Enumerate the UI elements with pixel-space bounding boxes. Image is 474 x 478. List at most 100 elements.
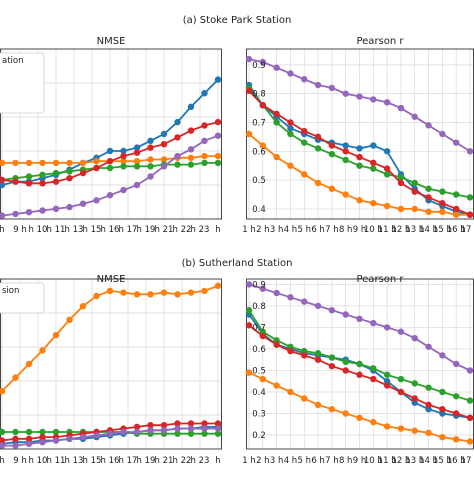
data-point-orange <box>439 433 446 441</box>
data-point-orange <box>187 289 195 296</box>
x-tick-label: h 15 <box>83 225 102 235</box>
x-tick-label: h 21 <box>155 456 174 466</box>
x-tick-label: h 22 <box>173 456 192 466</box>
data-point-orange <box>273 382 280 389</box>
data-point-purple <box>301 298 308 305</box>
data-point-green <box>25 173 33 180</box>
series-purple <box>245 55 474 155</box>
x-tick-label: 1 h <box>242 456 256 466</box>
x-tick-label: h 11 <box>47 456 66 466</box>
series-red <box>245 322 474 421</box>
chart-title: Pearson r <box>356 36 404 47</box>
data-point-purple <box>39 439 46 446</box>
data-point-purple <box>466 367 474 374</box>
data-point-orange <box>439 208 446 215</box>
data-point-red <box>273 341 280 348</box>
data-point-orange <box>370 199 377 207</box>
data-point-blue <box>214 76 222 83</box>
data-point-green <box>39 428 46 436</box>
data-point-purple <box>214 425 222 432</box>
data-point-purple <box>342 311 349 318</box>
data-point-blue <box>133 144 141 151</box>
data-point-purple <box>356 93 363 100</box>
data-point-red <box>214 118 222 126</box>
data-point-orange <box>411 205 418 213</box>
data-point-purple <box>106 430 114 437</box>
x-tick-label: h 13 <box>65 225 84 235</box>
data-point-purple <box>66 203 73 211</box>
data-point-blue <box>342 142 349 149</box>
y-tick-label: 0.8 <box>252 90 266 100</box>
data-point-green <box>466 397 474 404</box>
data-point-red <box>147 422 154 429</box>
data-point-green <box>147 163 154 170</box>
data-point-red <box>466 211 474 218</box>
caption-b: (b) Sutherland Station <box>182 258 293 269</box>
series-red <box>245 87 474 218</box>
x-tick-label: 8 h <box>339 456 353 466</box>
data-point-orange <box>259 375 267 383</box>
y-tick-label: 0.9 <box>252 61 266 71</box>
data-point-orange <box>133 291 141 298</box>
data-point-purple <box>245 281 253 288</box>
data-point-orange <box>79 159 87 167</box>
data-point-purple <box>52 205 60 212</box>
data-point-purple <box>452 139 460 146</box>
x-tick-label: 16 h <box>447 456 466 466</box>
data-point-red <box>301 352 308 359</box>
x-tick-label: 6 h <box>311 456 325 466</box>
x-tick-label: 11 h <box>378 225 397 235</box>
data-point-orange <box>245 369 253 376</box>
data-point-purple <box>287 294 294 301</box>
data-point-green <box>439 188 446 195</box>
data-point-purple <box>0 212 6 219</box>
data-point-red <box>452 205 460 213</box>
data-point-green <box>452 191 460 198</box>
x-tick-label: 9 h <box>353 456 367 466</box>
data-point-orange <box>259 142 267 149</box>
data-point-purple <box>160 427 168 434</box>
data-point-purple <box>214 132 222 139</box>
data-point-orange <box>12 159 19 167</box>
x-tick-label: h 10 <box>29 456 48 466</box>
data-point-red <box>12 435 19 442</box>
data-point-purple <box>39 207 46 214</box>
data-point-green <box>370 165 377 172</box>
data-point-green <box>187 430 195 437</box>
data-point-red <box>439 405 446 413</box>
data-point-green <box>12 428 19 436</box>
data-point-blue <box>160 130 168 138</box>
data-point-red <box>411 395 418 402</box>
data-point-purple <box>147 173 154 180</box>
data-point-orange <box>39 347 46 354</box>
data-point-orange <box>466 438 474 445</box>
data-point-orange <box>397 205 405 213</box>
series-orange <box>0 282 222 395</box>
data-point-purple <box>356 315 363 323</box>
series-purple <box>0 132 222 219</box>
data-point-green <box>314 145 322 152</box>
legend: sion <box>0 282 45 314</box>
data-point-red <box>397 179 405 187</box>
data-point-red <box>187 127 195 134</box>
data-point-red <box>66 175 73 182</box>
data-point-green <box>187 161 195 168</box>
data-point-red <box>39 433 46 441</box>
data-point-orange <box>214 152 222 160</box>
data-point-green <box>356 360 363 368</box>
data-point-red <box>301 127 308 135</box>
data-point-red <box>439 199 446 207</box>
data-point-purple <box>187 146 195 153</box>
x-tick-label: 7 h <box>325 456 339 466</box>
data-point-purple <box>120 186 127 194</box>
x-tick-label: 4 h <box>284 456 298 466</box>
data-point-red <box>383 165 391 172</box>
data-point-purple <box>411 334 418 342</box>
x-tick-label: h 21 <box>155 225 174 235</box>
data-point-blue <box>106 147 114 155</box>
data-point-green <box>174 430 181 437</box>
x-tick-label: 6 h <box>311 225 325 235</box>
y-tick-label: 0.8 <box>252 302 266 312</box>
